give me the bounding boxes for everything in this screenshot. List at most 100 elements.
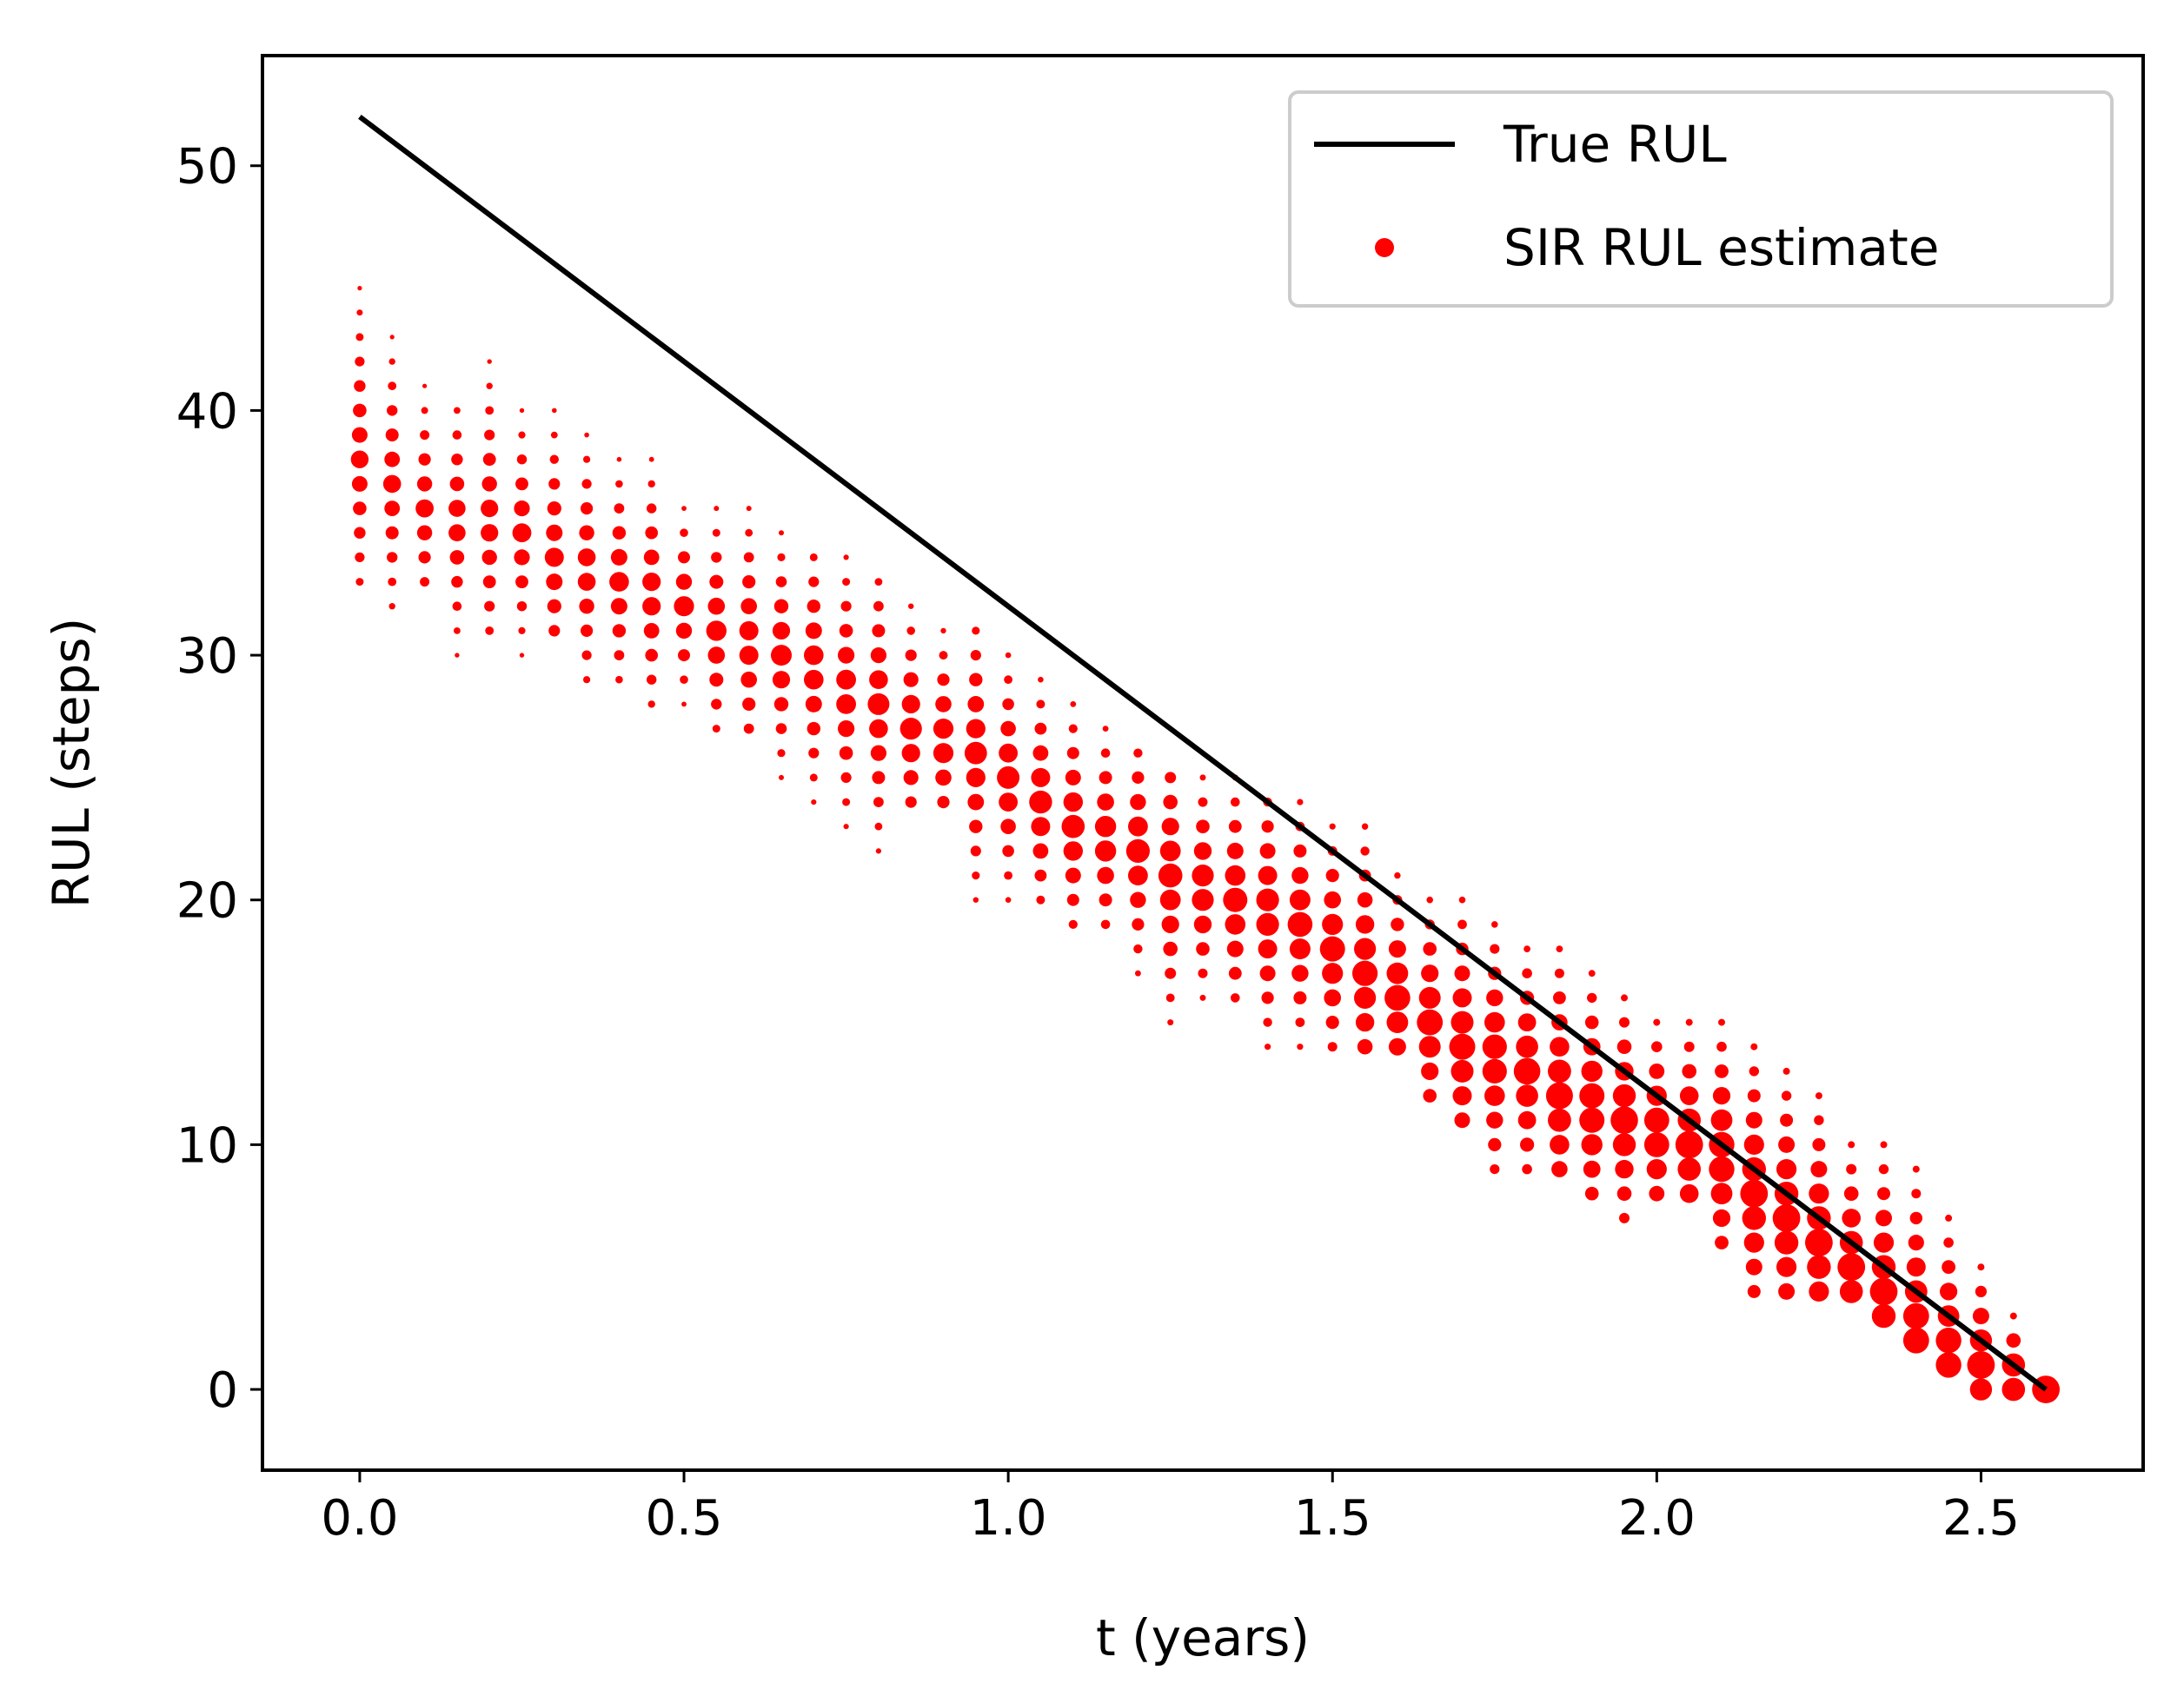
sir-estimate-point xyxy=(1643,1107,1670,1133)
y-axis-title: RUL (steps) xyxy=(42,618,101,908)
sir-estimate-point xyxy=(1421,1062,1439,1080)
sir-estimate-point xyxy=(1619,1017,1630,1028)
sir-estimate-point xyxy=(351,427,368,443)
sir-estimate-point xyxy=(1747,1089,1761,1103)
sir-estimate-point xyxy=(1450,1011,1474,1034)
sir-estimate-point xyxy=(1231,993,1240,1003)
sir-estimate-point xyxy=(1745,1111,1762,1129)
sir-estimate-point xyxy=(1034,722,1047,735)
sir-estimate-point xyxy=(2009,1312,2017,1320)
sir-estimate-point xyxy=(1778,1136,1796,1153)
sir-estimate-point xyxy=(1743,1232,1764,1253)
sir-estimate-point xyxy=(643,623,660,639)
sir-estimate-point xyxy=(1843,1186,1859,1201)
sir-estimate-point xyxy=(1196,819,1210,833)
sir-estimate-point xyxy=(873,797,884,807)
sir-estimate-point xyxy=(1167,1019,1174,1026)
sir-estimate-point xyxy=(1940,1282,1958,1301)
sir-estimate-point xyxy=(842,798,851,806)
sir-estimate-point xyxy=(1293,991,1307,1004)
sir-estimate-point xyxy=(1198,968,1208,978)
sir-estimate-point xyxy=(1486,989,1504,1007)
sir-estimate-point xyxy=(680,675,688,684)
sir-estimate-point xyxy=(1972,1308,1989,1325)
sir-estimate-point xyxy=(1289,889,1311,911)
sir-estimate-point xyxy=(1063,841,1084,861)
sir-estimate-point xyxy=(999,792,1018,812)
sir-estimate-point xyxy=(772,621,791,640)
sir-estimate-point xyxy=(777,553,786,562)
x-tick-label: 2.0 xyxy=(1618,1490,1696,1547)
sir-estimate-point xyxy=(869,719,888,739)
sir-estimate-point xyxy=(772,671,791,689)
sir-estimate-point xyxy=(1418,1036,1441,1058)
sir-estimate-point xyxy=(1295,1017,1305,1027)
sir-estimate-point xyxy=(546,524,563,541)
sir-estimate-point xyxy=(809,773,818,782)
sir-estimate-point xyxy=(1225,865,1246,886)
sir-estimate-point xyxy=(966,719,986,739)
sir-estimate-point xyxy=(1329,823,1336,830)
sir-estimate-point xyxy=(1679,1086,1699,1105)
sir-estimate-point xyxy=(1161,818,1179,836)
sir-estimate-point xyxy=(674,596,694,617)
sir-estimate-point xyxy=(549,454,559,464)
sir-estimate-point xyxy=(842,578,851,587)
sir-estimate-point xyxy=(581,479,592,489)
sir-estimate-point xyxy=(1807,1255,1831,1279)
sir-estimate-point xyxy=(482,453,496,467)
sir-estimate-point xyxy=(452,430,462,440)
sir-estimate-point xyxy=(387,552,398,563)
sir-estimate-point xyxy=(1097,866,1114,885)
sir-estimate-point xyxy=(1450,1059,1474,1083)
sir-estimate-point xyxy=(1967,1351,1995,1379)
sir-estimate-point xyxy=(1975,1285,1987,1297)
legend-box xyxy=(1288,90,2114,308)
sir-estimate-point xyxy=(1324,891,1341,909)
sir-estimate-point xyxy=(1297,799,1304,805)
sir-estimate-point xyxy=(1226,842,1244,859)
sir-estimate-point xyxy=(1297,1044,1304,1050)
sir-estimate-point xyxy=(1912,1165,1920,1173)
sir-estimate-point xyxy=(1457,919,1467,930)
sir-estimate-point xyxy=(384,451,401,467)
sir-estimate-point xyxy=(1584,1186,1599,1201)
sir-estimate-point xyxy=(547,599,561,613)
sir-estimate-point xyxy=(547,501,561,516)
sir-estimate-point xyxy=(906,626,915,635)
sir-estimate-point xyxy=(1584,1015,1599,1030)
sir-estimate-point xyxy=(583,455,591,463)
sir-estimate-point xyxy=(577,548,596,567)
sir-estimate-point xyxy=(839,624,853,638)
sir-estimate-point xyxy=(1000,818,1016,834)
sir-estimate-point xyxy=(487,359,492,364)
sir-estimate-point xyxy=(647,674,657,685)
sir-estimate-point xyxy=(1259,965,1276,982)
sir-estimate-point xyxy=(1909,1211,1922,1225)
sir-estimate-point xyxy=(1394,872,1401,879)
sir-estimate-point xyxy=(1846,1163,1857,1175)
sir-estimate-point xyxy=(420,430,430,441)
sir-estimate-point xyxy=(840,772,852,784)
sir-estimate-point xyxy=(1198,797,1208,807)
sir-estimate-point xyxy=(777,749,786,758)
sir-estimate-point xyxy=(1066,746,1079,759)
sir-estimate-point xyxy=(1421,964,1439,983)
sir-estimate-point xyxy=(544,547,564,567)
y-tick-label: 0 xyxy=(207,1362,238,1419)
sir-estimate-point xyxy=(675,573,693,590)
sir-estimate-point xyxy=(972,872,980,880)
sir-estimate-point xyxy=(804,645,824,666)
sir-estimate-point xyxy=(584,432,589,438)
y-tick-label: 20 xyxy=(176,873,238,930)
sir-estimate-point xyxy=(1490,944,1500,954)
sir-estimate-point xyxy=(643,549,660,566)
sir-estimate-point xyxy=(1031,767,1051,787)
sir-estimate-point xyxy=(1325,869,1339,883)
plot-frame xyxy=(261,54,2145,1472)
sir-estimate-point xyxy=(422,383,428,388)
sir-estimate-point xyxy=(905,649,917,661)
sir-estimate-point xyxy=(1135,970,1141,977)
sir-estimate-point xyxy=(1488,1137,1502,1151)
